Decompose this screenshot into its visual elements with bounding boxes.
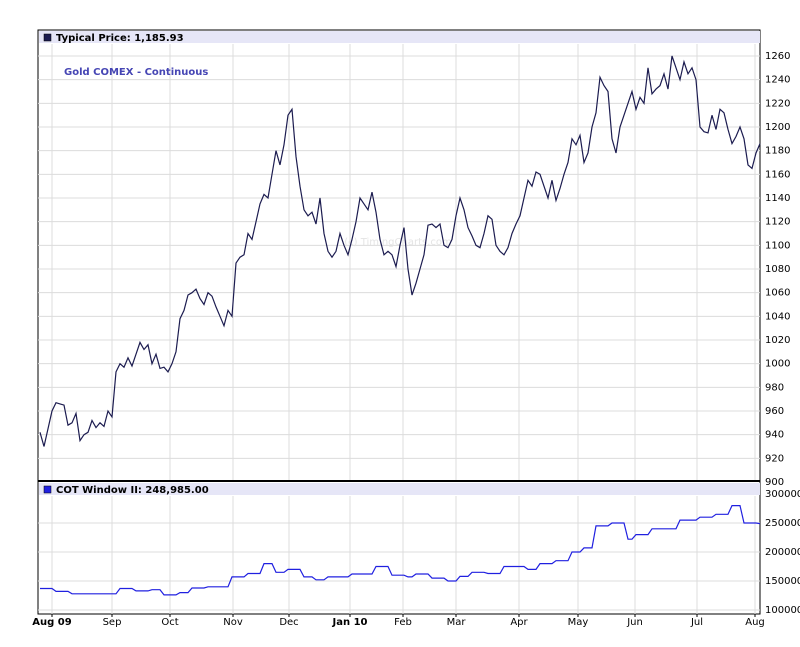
y-tick-label: 1160 xyxy=(765,169,790,180)
price-line xyxy=(40,505,761,596)
panel-header xyxy=(39,31,760,43)
y-tick-label: 980 xyxy=(765,382,784,393)
y-tick-label: 1240 xyxy=(765,75,790,86)
y-tick-label: 960 xyxy=(765,406,784,417)
y-tick-label: 300000 xyxy=(765,489,800,500)
y-tick-label: 100000 xyxy=(765,605,800,616)
price-line xyxy=(39,55,761,447)
panel-header-text: COT Window II: 248,985.00 xyxy=(56,485,209,496)
header-swatch xyxy=(43,485,52,494)
chart-title: Gold COMEX - Continuous xyxy=(64,67,208,78)
x-tick-label: Dec xyxy=(279,617,298,628)
y-tick-label: 1060 xyxy=(765,288,790,299)
x-tick-label: Nov xyxy=(223,617,243,628)
x-tick-label: Aug 09 xyxy=(32,617,71,628)
y-tick-label: 1180 xyxy=(765,146,790,157)
y-tick-label: 1120 xyxy=(765,217,790,228)
y-tick-label: 1260 xyxy=(765,51,790,62)
y-tick-label: 940 xyxy=(765,430,784,441)
y-tick-label: 1020 xyxy=(765,335,790,346)
y-tick-label: 1040 xyxy=(765,311,790,322)
y-tick-label: 1140 xyxy=(765,193,790,204)
header-swatch xyxy=(43,33,52,42)
y-tick-label: 1000 xyxy=(765,359,790,370)
panel-header xyxy=(39,483,760,495)
watermark: (c) TimingCharts.com xyxy=(344,237,452,248)
y-tick-label: 1080 xyxy=(765,264,790,275)
x-tick-label: Jun xyxy=(626,617,643,628)
y-tick-label: 1100 xyxy=(765,240,790,251)
y-tick-label: 250000 xyxy=(765,518,800,529)
x-tick-label: Aug xyxy=(745,617,765,628)
x-tick-label: Jul xyxy=(690,617,703,628)
x-tick-label: May xyxy=(568,617,589,628)
x-tick-label: Apr xyxy=(510,617,528,628)
x-tick-label: Feb xyxy=(394,617,412,628)
y-tick-label: 900 xyxy=(765,477,784,488)
y-tick-label: 150000 xyxy=(765,576,800,587)
x-tick-label: Sep xyxy=(103,617,122,628)
panel-header-text: Typical Price: 1,185.93 xyxy=(56,33,184,44)
x-tick-label: Mar xyxy=(447,617,467,628)
y-tick-label: 1200 xyxy=(765,122,790,133)
y-tick-label: 1220 xyxy=(765,98,790,109)
y-tick-label: 920 xyxy=(765,453,784,464)
frame xyxy=(37,29,761,615)
x-tick-label: Jan 10 xyxy=(332,617,368,628)
y-tick-label: 200000 xyxy=(765,547,800,558)
x-tick-label: Oct xyxy=(161,617,178,628)
